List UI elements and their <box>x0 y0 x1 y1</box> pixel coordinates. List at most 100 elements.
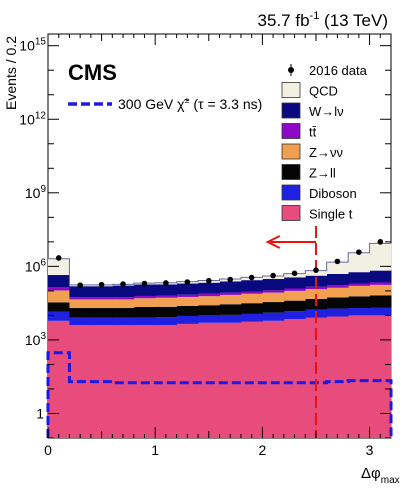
signal-layer <box>46 351 393 438</box>
bar-qcd-bin-14 <box>348 252 370 273</box>
bar-qcd-bin-12 <box>305 270 328 276</box>
legend-label-w_lnu: W→lν <box>309 104 344 119</box>
bar-z_ll-bin-9 <box>240 303 263 314</box>
y-tick-label-4: 1012 <box>19 110 46 127</box>
legend-swatch-qcd <box>281 82 301 98</box>
bar-ttbar-bin-3 <box>112 297 135 300</box>
data-point-13 <box>334 258 341 265</box>
bar-w_lnu-bin-14 <box>348 272 370 284</box>
bar-single_t-bin-15 <box>369 315 392 438</box>
legend-label-qcd: QCD <box>309 84 338 99</box>
bar-diboson-bin-1 <box>69 317 92 326</box>
x-tick-label-2: 2 <box>258 442 266 458</box>
bar-z_ll-bin-8 <box>219 304 242 315</box>
bar-w_lnu-bin-4 <box>133 284 156 296</box>
bar-z_nunu-bin-15 <box>369 284 392 296</box>
bar-single_t-bin-8 <box>219 322 242 438</box>
signal-legend-label: 300 GeV χ̃± (τ = 3.3 ns) <box>118 95 262 112</box>
bar-z_ll-bin-2 <box>90 308 113 318</box>
bar-z_nunu-bin-14 <box>348 285 370 297</box>
bar-diboson-bin-6 <box>176 315 199 324</box>
data-point-4 <box>141 280 148 287</box>
data-point-14 <box>356 249 362 255</box>
data-point-6 <box>184 279 191 285</box>
legend-label-ttbar: tt̄ <box>309 125 317 140</box>
bar-ttbar-bin-7 <box>198 293 220 297</box>
bar-qcd-bin-0 <box>48 258 70 276</box>
bar-z_nunu-bin-0 <box>48 290 70 303</box>
bar-single_t-bin-2 <box>90 325 113 438</box>
y-tick-label-1: 103 <box>25 331 47 348</box>
bar-single_t-bin-13 <box>326 316 349 438</box>
lumi-superscript: -1 <box>310 10 320 22</box>
y-tick-label-2: 106 <box>25 257 47 274</box>
bar-diboson-bin-15 <box>369 307 392 316</box>
lumi-label: 35.7 fb-1 (13 TeV) <box>258 10 388 30</box>
data-point-5 <box>163 280 169 286</box>
bar-ttbar-bin-14 <box>348 283 370 286</box>
bar-diboson-bin-14 <box>348 308 370 316</box>
data-point-10 <box>270 272 276 279</box>
data-point-12 <box>313 267 319 273</box>
bar-z_ll-bin-0 <box>48 302 70 312</box>
bar-w_lnu-bin-1 <box>69 286 92 298</box>
stack-layer <box>48 242 392 438</box>
bar-z_ll-bin-13 <box>326 297 349 309</box>
legend-swatch-diboson <box>281 184 301 201</box>
bar-w_lnu-bin-0 <box>48 275 70 288</box>
bar-single_t-bin-10 <box>262 320 285 438</box>
bar-z_ll-bin-6 <box>176 305 199 316</box>
legend-swatch-ttbar <box>281 123 301 139</box>
legend-swatch-z_nunu <box>281 143 301 160</box>
bar-w_lnu-bin-8 <box>219 281 242 293</box>
bar-diboson-bin-5 <box>155 317 178 326</box>
bar-diboson-bin-3 <box>112 317 135 326</box>
signal-legend: 300 GeV χ̃± (τ = 3.3 ns) <box>68 95 262 112</box>
legend-label-z_nunu: Z→νν <box>309 145 343 160</box>
bar-diboson-bin-7 <box>198 315 220 323</box>
bar-ttbar-bin-10 <box>262 290 285 293</box>
cut-arrow-head <box>265 235 281 249</box>
y-tick-label-5: 1015 <box>19 37 46 54</box>
legend-label-data: 2016 data <box>309 63 368 78</box>
bar-z_ll-bin-15 <box>369 295 392 308</box>
bar-ttbar-bin-0 <box>48 287 70 291</box>
energy-label: (13 TeV) <box>319 11 388 30</box>
bar-diboson-bin-9 <box>240 313 263 322</box>
ticks-layer: 0 1 2 3 1 103 106 109 1012 1015 <box>19 34 391 458</box>
bar-w_lnu-bin-7 <box>198 282 220 294</box>
y-axis-title: Events / 0.2 <box>3 36 19 110</box>
bar-z_nunu-bin-7 <box>198 296 220 306</box>
y-tick-label-0: 1 <box>36 405 44 421</box>
bar-z_nunu-bin-5 <box>155 297 178 307</box>
data-point-11 <box>291 270 298 277</box>
bar-qcd-bin-15 <box>369 243 392 271</box>
bar-z_ll-bin-10 <box>262 302 285 313</box>
x-axis-title: Δφmax <box>361 465 400 486</box>
bar-ttbar-bin-5 <box>155 295 178 298</box>
data-point-15 <box>377 239 384 245</box>
experiment-label: CMS <box>68 60 117 85</box>
bar-ttbar-bin-9 <box>240 291 263 294</box>
bar-diboson-bin-11 <box>283 311 306 320</box>
bar-diboson-bin-4 <box>133 317 156 326</box>
data-point-1 <box>77 282 83 289</box>
legend-swatch-single_t <box>281 205 301 221</box>
bar-single_t-bin-14 <box>348 315 370 438</box>
bar-w_lnu-bin-15 <box>369 270 392 283</box>
bar-ttbar-bin-2 <box>90 297 113 300</box>
bar-z_ll-bin-5 <box>155 306 178 318</box>
bar-ttbar-bin-13 <box>326 285 349 288</box>
bar-z_ll-bin-3 <box>112 308 135 318</box>
data-point-9 <box>248 274 255 281</box>
bar-ttbar-bin-1 <box>69 297 92 300</box>
bar-w_lnu-bin-3 <box>112 285 135 298</box>
bar-w_lnu-bin-10 <box>262 279 285 291</box>
bar-single_t-bin-11 <box>283 319 306 438</box>
bar-z_nunu-bin-10 <box>262 292 285 303</box>
bar-ttbar-bin-4 <box>133 295 156 299</box>
bar-ttbar-bin-11 <box>283 288 306 291</box>
legend-swatch-z_ll <box>281 164 301 180</box>
bar-z_nunu-bin-6 <box>176 296 199 306</box>
bar-single_t-bin-5 <box>155 325 178 438</box>
